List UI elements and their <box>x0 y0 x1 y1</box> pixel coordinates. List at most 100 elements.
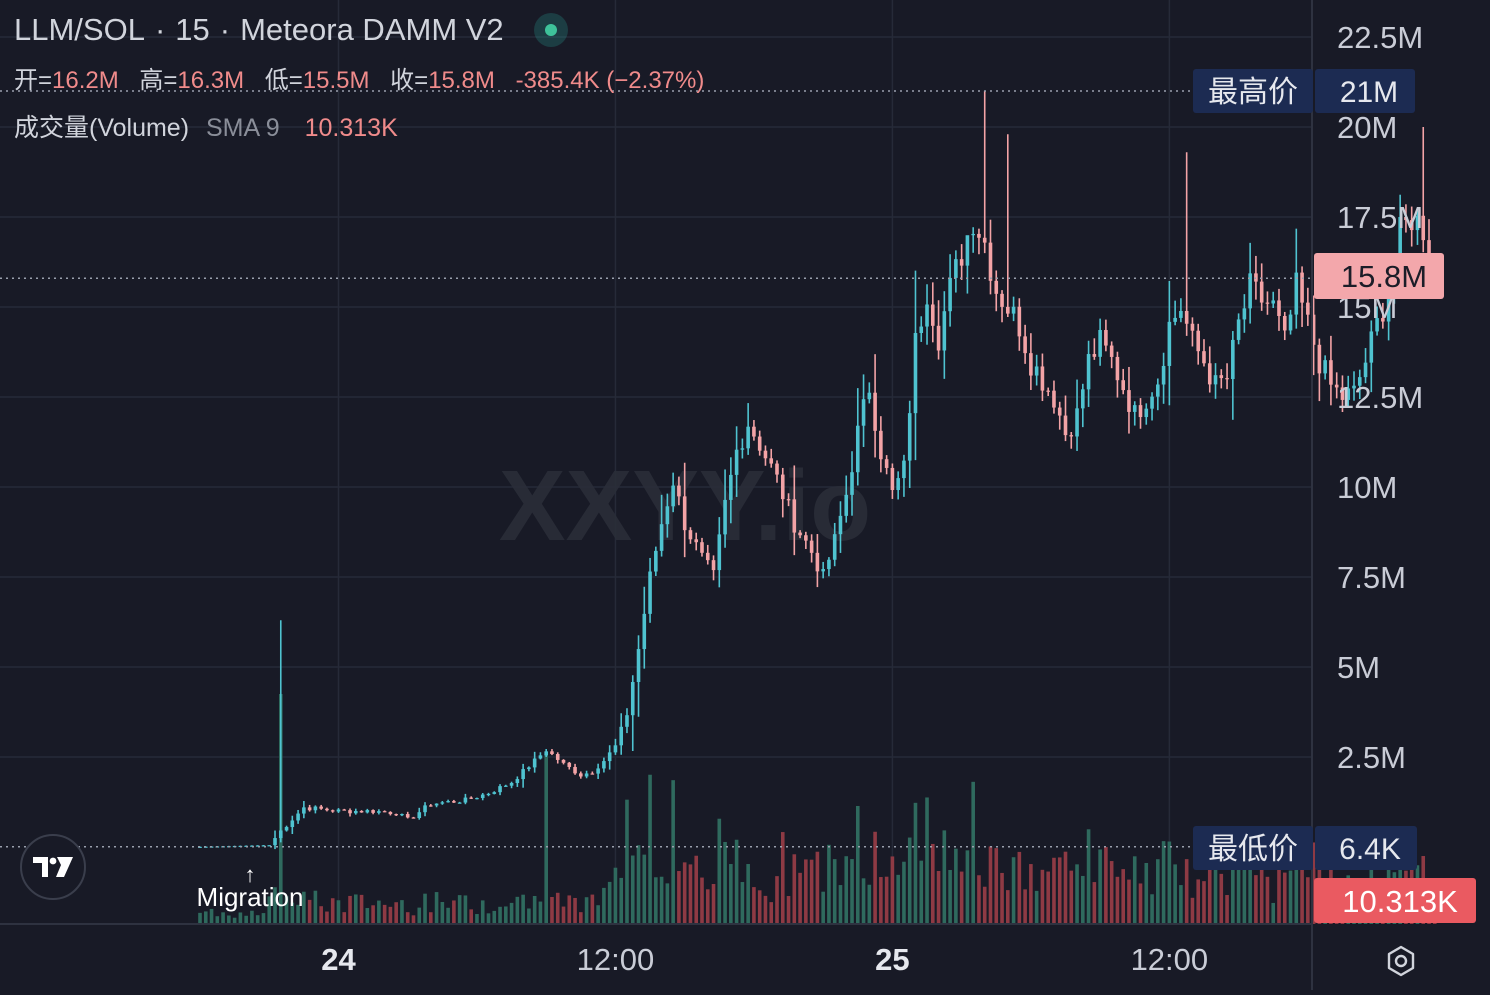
volume-bar <box>538 901 543 924</box>
candle-body <box>654 550 658 572</box>
candle-body <box>907 413 912 461</box>
candle-body <box>607 752 612 762</box>
volume-bar <box>740 882 745 924</box>
x-axis[interactable]: 24 12:00 25 12:00 <box>0 0 1313 990</box>
y-tick-label: 10M <box>1337 470 1397 505</box>
change-value: -385.4K (−2.37%) <box>515 67 705 94</box>
volume-bar <box>452 900 456 924</box>
y-tick-label: 12.5M <box>1337 380 1423 415</box>
volume-bar <box>527 908 531 924</box>
candle-body <box>555 754 560 760</box>
candle-body <box>521 769 525 780</box>
candle-body <box>838 515 843 535</box>
volume-bar <box>1057 857 1062 924</box>
candle-body <box>890 467 895 491</box>
volume-bar <box>1202 881 1206 924</box>
volume-bar <box>694 855 699 924</box>
candle-body <box>665 506 670 525</box>
candle-body <box>954 259 958 278</box>
candle-body <box>584 773 589 777</box>
volume-bar <box>630 855 635 924</box>
candle-body <box>1294 272 1299 315</box>
volume-bar <box>573 897 577 924</box>
candle-body <box>902 460 906 479</box>
volume-bar <box>682 862 687 924</box>
candle-body <box>532 758 537 768</box>
candle-body <box>1375 318 1379 332</box>
volume-bar <box>371 905 375 924</box>
low-price-marker: 最低价 6.4K <box>1193 826 1417 870</box>
candle-body <box>786 499 791 501</box>
candle-body <box>394 814 398 816</box>
candle-body <box>348 810 352 814</box>
high-label: 高= <box>139 67 178 94</box>
candle-body <box>1421 215 1426 241</box>
candle-body <box>1040 366 1045 391</box>
candle-body <box>365 810 370 813</box>
volume-bar <box>1029 864 1033 924</box>
exchange-name: Meteora DAMM V2 <box>240 12 504 47</box>
candle-body <box>694 539 699 543</box>
volume-bar <box>913 802 918 924</box>
volume-bar <box>388 906 393 924</box>
volume-bar <box>1236 858 1241 924</box>
volume-bar <box>1144 862 1149 924</box>
x-tick-label: 12:00 <box>1131 942 1209 977</box>
candle-body <box>452 801 456 803</box>
low-price-label: 最低价 <box>1208 833 1298 866</box>
volume-bar <box>423 893 427 924</box>
volume-bar <box>1063 851 1068 924</box>
volume-bar <box>486 913 491 924</box>
volume-bar <box>244 915 248 924</box>
candle-body <box>1144 408 1149 418</box>
high-price-value: 21M <box>1340 76 1398 109</box>
candle-body <box>636 649 641 683</box>
candle-body <box>1034 366 1039 376</box>
candle-body <box>1179 310 1183 318</box>
volume-bar <box>1098 849 1102 924</box>
candle-body <box>855 425 860 473</box>
volume-bar <box>873 831 877 924</box>
volume-bar <box>1282 872 1287 924</box>
tradingview-logo-icon[interactable] <box>20 834 86 900</box>
volume-bar <box>723 841 727 924</box>
candle-body <box>671 485 675 507</box>
candle-body <box>1329 360 1333 385</box>
volume-bar <box>1034 890 1039 924</box>
volume-bar <box>209 908 214 924</box>
candle-body <box>405 814 410 818</box>
volume-indicator-name: 成交量(Volume) <box>14 114 190 142</box>
candle-body <box>1081 389 1085 409</box>
volume-bar <box>1132 856 1137 924</box>
volume-bar <box>1300 844 1304 924</box>
title-separator: · <box>219 12 231 47</box>
settings-icon[interactable] <box>1384 944 1418 978</box>
candle-body <box>919 326 924 334</box>
volume-bar <box>480 900 485 924</box>
candle-body <box>313 806 318 811</box>
volume-bar <box>203 911 208 924</box>
volume-legend[interactable]: 成交量(Volume) SMA 9 10.313K <box>14 108 398 144</box>
candle-body <box>596 768 600 774</box>
candle-body <box>336 809 341 812</box>
volume-bar <box>1265 876 1270 924</box>
candle-body <box>1398 216 1402 264</box>
migration-label: Migration <box>197 882 304 912</box>
volume-bar <box>1127 879 1131 924</box>
volume-bar <box>977 875 981 924</box>
y-tick-label: 17.5M <box>1337 200 1423 235</box>
volume-bar <box>232 917 237 924</box>
volume-bar <box>1017 851 1022 924</box>
candle-body <box>1352 385 1356 389</box>
candle-body <box>1156 384 1160 397</box>
volume-bar <box>405 912 410 924</box>
grid-lines <box>0 0 1312 924</box>
candle-body <box>411 817 416 819</box>
volume-bar <box>1173 864 1177 924</box>
volume-bar <box>521 894 525 924</box>
volume-bar <box>705 889 710 924</box>
candle-body <box>959 259 964 266</box>
